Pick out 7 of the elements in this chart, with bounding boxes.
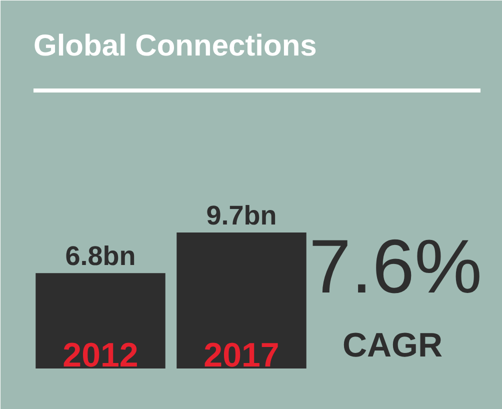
data-label: 9.7bn — [206, 200, 277, 230]
x-tick-label: 2017 — [204, 336, 280, 374]
text: CAGR — [342, 326, 443, 364]
data-label: 6.8bn — [65, 241, 136, 272]
x-tick-label: 2012 — [62, 336, 138, 374]
chart-title: Global Connections — [34, 30, 317, 62]
annotation: 7.6% — [308, 224, 482, 310]
